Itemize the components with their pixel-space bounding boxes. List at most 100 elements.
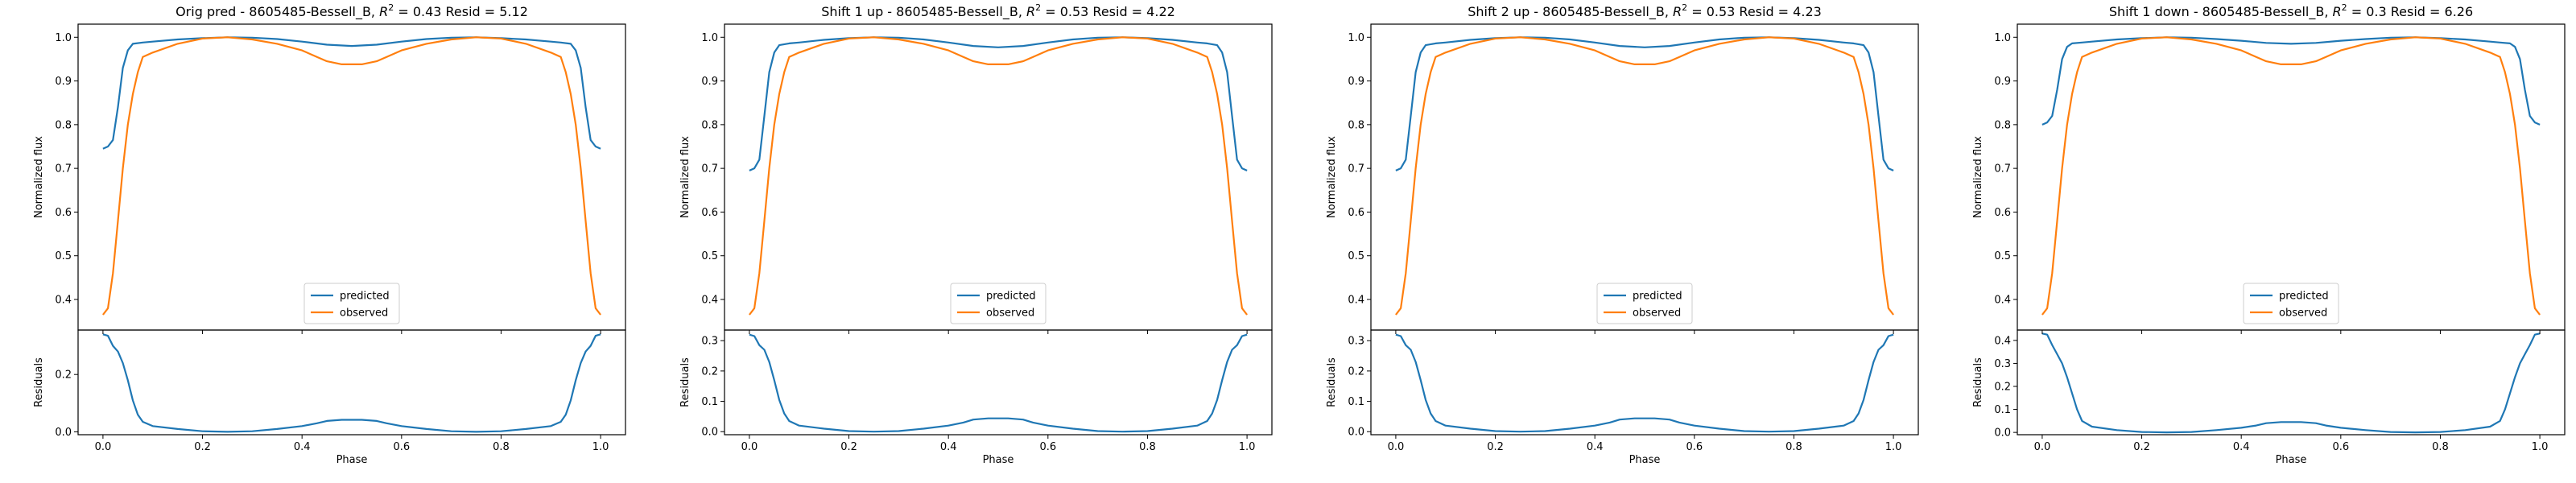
x-tick-label: 0.4 (2233, 441, 2250, 453)
title-superscript: 2 (388, 2, 394, 13)
residual-y-tick-label: 0.2 (55, 369, 72, 382)
series-line-observed (1395, 36, 1894, 316)
y-tick-label: 0.7 (701, 163, 718, 175)
legend-box (303, 283, 400, 324)
x-tick-label: 0.6 (2332, 441, 2349, 453)
y-tick-label: 0.5 (1348, 250, 1364, 262)
x-tick-label: 0.8 (1139, 441, 1156, 453)
x-tick-label: 0.2 (840, 441, 857, 453)
y-tick-label: 1.0 (1994, 32, 2011, 44)
y-tick-label: 1.0 (701, 32, 718, 44)
residual-y-tick-label: 0.1 (701, 396, 718, 408)
series-line-predicted (2041, 36, 2541, 126)
residual-y-tick-label: 0.1 (1348, 396, 1364, 408)
residual-line (749, 333, 1248, 433)
legend-box (1596, 283, 1693, 324)
x-tick-label: 0.8 (2432, 441, 2449, 453)
y-axis-label: Normalized flux (33, 136, 45, 218)
title-values: = 0.3 Resid = 6.26 (2347, 4, 2474, 19)
x-tick-label: 0.0 (741, 441, 758, 453)
residual-y-tick-label: 0.2 (1348, 365, 1364, 378)
legend-box (950, 283, 1046, 324)
y-tick-label: 0.8 (1348, 119, 1364, 131)
x-tick-label: 0.0 (1388, 441, 1405, 453)
residual-y-tick-label: 0.3 (701, 336, 718, 348)
series-line-observed (749, 36, 1248, 316)
y-axis-label: Normalized flux (1326, 136, 1338, 218)
title-superscript: 2 (2342, 2, 2347, 13)
legend-label-predicted: predicted (1633, 291, 1682, 303)
y-tick-label: 0.4 (1348, 295, 1364, 307)
residual-y-tick-label: 0.0 (1994, 427, 2011, 440)
x-tick-label: 0.2 (2133, 441, 2150, 453)
x-tick-label: 0.0 (95, 441, 112, 453)
y-tick-label: 0.6 (1994, 207, 2011, 219)
chart-title: Shift 1 up - 8605485-Bessell_B, R2 = 0.5… (821, 2, 1175, 20)
y-tick-label: 0.5 (1994, 250, 2011, 262)
x-tick-label: 1.0 (592, 441, 609, 453)
y-tick-label: 0.9 (1994, 76, 2011, 88)
residual-axis-label: Residuals (1972, 357, 1984, 407)
residual-axis-label: Residuals (33, 357, 45, 407)
title-superscript: 2 (1035, 2, 1041, 13)
x-tick-label: 0.2 (194, 441, 211, 453)
residual-axes-frame (2017, 329, 2566, 436)
legend-label-observed: observed (340, 308, 388, 320)
y-tick-label: 0.9 (1348, 76, 1364, 88)
residual-y-tick-label: 0.4 (1994, 335, 2011, 347)
residual-line (102, 333, 601, 433)
legend-box (2243, 283, 2339, 324)
series-line-observed (2041, 36, 2541, 316)
y-tick-label: 0.8 (701, 119, 718, 131)
y-tick-label: 0.4 (1994, 295, 2011, 307)
residual-y-tick-label: 0.2 (1994, 382, 2011, 394)
legend-label-predicted: predicted (2279, 291, 2329, 303)
y-tick-label: 0.5 (701, 250, 718, 262)
y-tick-label: 0.8 (1994, 119, 2011, 131)
x-tick-label: 0.2 (1487, 441, 1504, 453)
x-tick-label: 0.4 (940, 441, 957, 453)
x-tick-label: 0.4 (1587, 441, 1604, 453)
chart-panel-2: Shift 1 up - 8605485-Bessell_B, R2 = 0.5… (679, 2, 1273, 466)
chart-panel-3: Shift 2 up - 8605485-Bessell_B, R2 = 0.5… (1326, 2, 1919, 466)
y-tick-label: 0.6 (701, 207, 718, 219)
chart-panel-4: Shift 1 down - 8605485-Bessell_B, R2 = 0… (1972, 2, 2566, 466)
residual-y-tick-label: 0.2 (701, 365, 718, 378)
x-tick-label: 0.6 (393, 441, 410, 453)
legend: predicted observed (303, 283, 400, 324)
residual-line (2041, 332, 2541, 434)
chart-panel-1: Orig pred - 8605485-Bessell_B, R2 = 0.43… (33, 2, 626, 466)
residual-axis-label: Residuals (679, 357, 691, 407)
x-tick-label: 1.0 (1239, 441, 1256, 453)
residual-y-tick-label: 0.1 (1994, 404, 2011, 416)
title-text: Shift 1 up - 8605485-Bessell_B, (821, 4, 1026, 20)
y-tick-label: 0.4 (701, 295, 718, 307)
x-tick-label: 0.8 (1785, 441, 1802, 453)
x-axis-label: Phase (2276, 454, 2307, 466)
x-tick-label: 1.0 (2532, 441, 2549, 453)
residual-y-tick-label: 0.0 (1348, 427, 1364, 439)
y-axis-label: Normalized flux (1972, 136, 1984, 218)
title-r-symbol: R (2333, 4, 2342, 19)
y-tick-label: 1.0 (55, 32, 72, 44)
legend-label-observed: observed (986, 308, 1034, 320)
series-line-predicted (749, 36, 1248, 171)
series-line-predicted (1395, 36, 1894, 171)
title-values: = 0.53 Resid = 4.23 (1687, 4, 1822, 19)
series-line-observed (102, 36, 601, 316)
x-tick-label: 0.8 (493, 441, 510, 453)
residual-y-tick-label: 0.3 (1994, 358, 2011, 370)
series-line-predicted (102, 36, 601, 150)
title-text: Shift 2 up - 8605485-Bessell_B, (1468, 4, 1673, 20)
residual-axes-frame (1370, 329, 1919, 436)
title-values: = 0.53 Resid = 4.22 (1041, 4, 1175, 19)
x-axis-label: Phase (1629, 454, 1661, 466)
y-tick-label: 0.4 (55, 295, 72, 307)
x-tick-label: 0.6 (1686, 441, 1703, 453)
residual-axis-label: Residuals (1326, 357, 1338, 407)
legend-label-observed: observed (2279, 308, 2327, 320)
y-tick-label: 1.0 (1348, 32, 1364, 44)
y-axis-label: Normalized flux (679, 136, 691, 218)
x-axis-label: Phase (336, 454, 368, 466)
